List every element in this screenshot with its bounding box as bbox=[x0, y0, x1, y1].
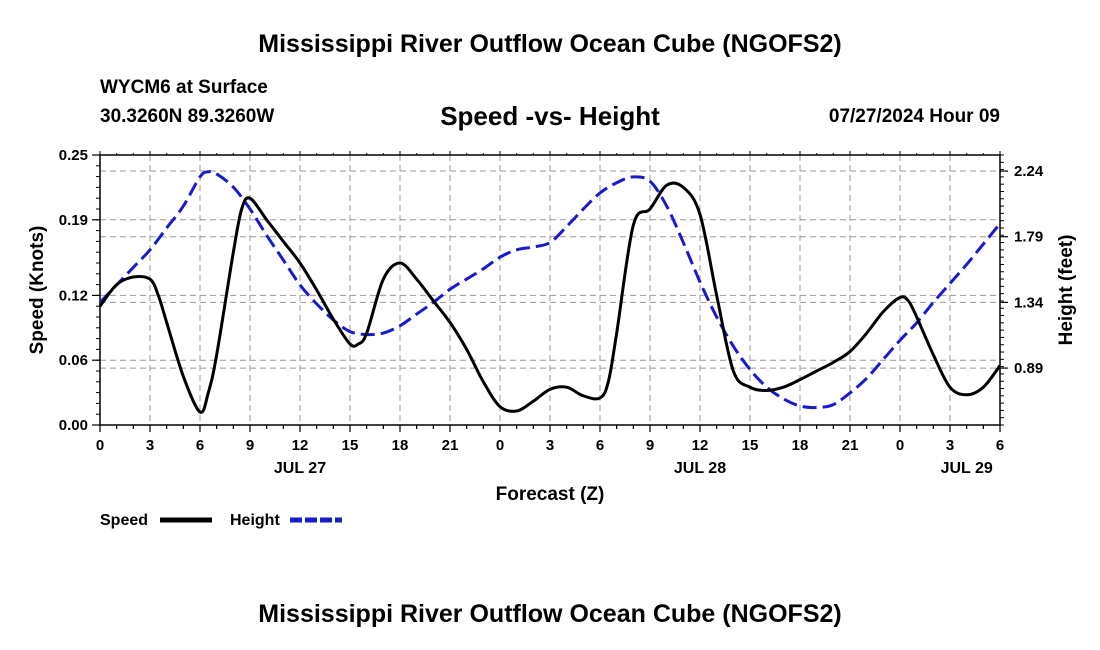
y-tick-label: 0.06 bbox=[59, 352, 88, 369]
grid bbox=[100, 155, 1000, 425]
y-axis-label: Speed (Knots) bbox=[27, 226, 48, 355]
x-tick-label: 15 bbox=[742, 437, 759, 454]
speed-series-line bbox=[98, 181, 1002, 414]
y-tick-label: 0.25 bbox=[59, 147, 88, 164]
station-label: WYCM6 at Surface bbox=[100, 77, 268, 98]
x-day-label: JUL 28 bbox=[674, 460, 726, 477]
x-tick-label: 18 bbox=[392, 437, 409, 454]
x-tick-label: 6 bbox=[996, 437, 1004, 454]
x-tick-label: 6 bbox=[596, 437, 604, 454]
height-series-line bbox=[98, 170, 1002, 410]
y2-tick-label: 0.89 bbox=[1014, 360, 1043, 377]
y2-tick-label: 1.34 bbox=[1014, 294, 1044, 311]
x-tick-label: 9 bbox=[246, 437, 254, 454]
x-tick-label: 3 bbox=[146, 437, 154, 454]
x-day-label: JUL 27 bbox=[274, 460, 326, 477]
x-tick-label: 0 bbox=[496, 437, 504, 454]
x-tick-label: 6 bbox=[196, 437, 204, 454]
y2-axis-label: Height (feet) bbox=[1056, 235, 1077, 346]
y-tick-label: 0.19 bbox=[59, 212, 88, 229]
x-tick-label: 21 bbox=[842, 437, 859, 454]
x-tick-label: 9 bbox=[646, 437, 654, 454]
y-tick-label: 0.12 bbox=[59, 287, 88, 304]
x-tick-label: 15 bbox=[342, 437, 359, 454]
y2-tick-label: 1.79 bbox=[1014, 229, 1043, 246]
x-tick-label: 0 bbox=[96, 437, 104, 454]
x-tick-label: 18 bbox=[792, 437, 809, 454]
x-tick-label: 3 bbox=[546, 437, 554, 454]
footer-title: Mississippi River Outflow Ocean Cube (NG… bbox=[258, 600, 842, 628]
y2-tick-label: 2.24 bbox=[1014, 163, 1044, 180]
x-tick-label: 12 bbox=[692, 437, 709, 454]
x-tick-label: 3 bbox=[946, 437, 954, 454]
station-coordinates: 30.3260N 89.3260W bbox=[100, 106, 275, 127]
legend-speed-label: Speed bbox=[100, 512, 148, 529]
axis-labels: Forecast (Z) Speed (Knots) Height (feet)… bbox=[27, 147, 1077, 505]
chart-title: Mississippi River Outflow Ocean Cube (NG… bbox=[258, 30, 842, 58]
x-axis-label: Forecast (Z) bbox=[496, 484, 605, 505]
legend-height-label: Height bbox=[230, 512, 280, 529]
x-day-label: JUL 29 bbox=[941, 460, 993, 477]
y-tick-label: 0.00 bbox=[59, 417, 88, 434]
x-tick-label: 21 bbox=[442, 437, 459, 454]
forecast-datetime: 07/27/2024 Hour 09 bbox=[828, 106, 1000, 127]
x-tick-label: 0 bbox=[896, 437, 904, 454]
chart-subtitle: Speed -vs- Height bbox=[440, 101, 660, 131]
x-tick-label: 12 bbox=[292, 437, 309, 454]
series bbox=[98, 170, 1002, 414]
legend: Speed Height bbox=[100, 512, 342, 529]
axes bbox=[92, 151, 1008, 432]
